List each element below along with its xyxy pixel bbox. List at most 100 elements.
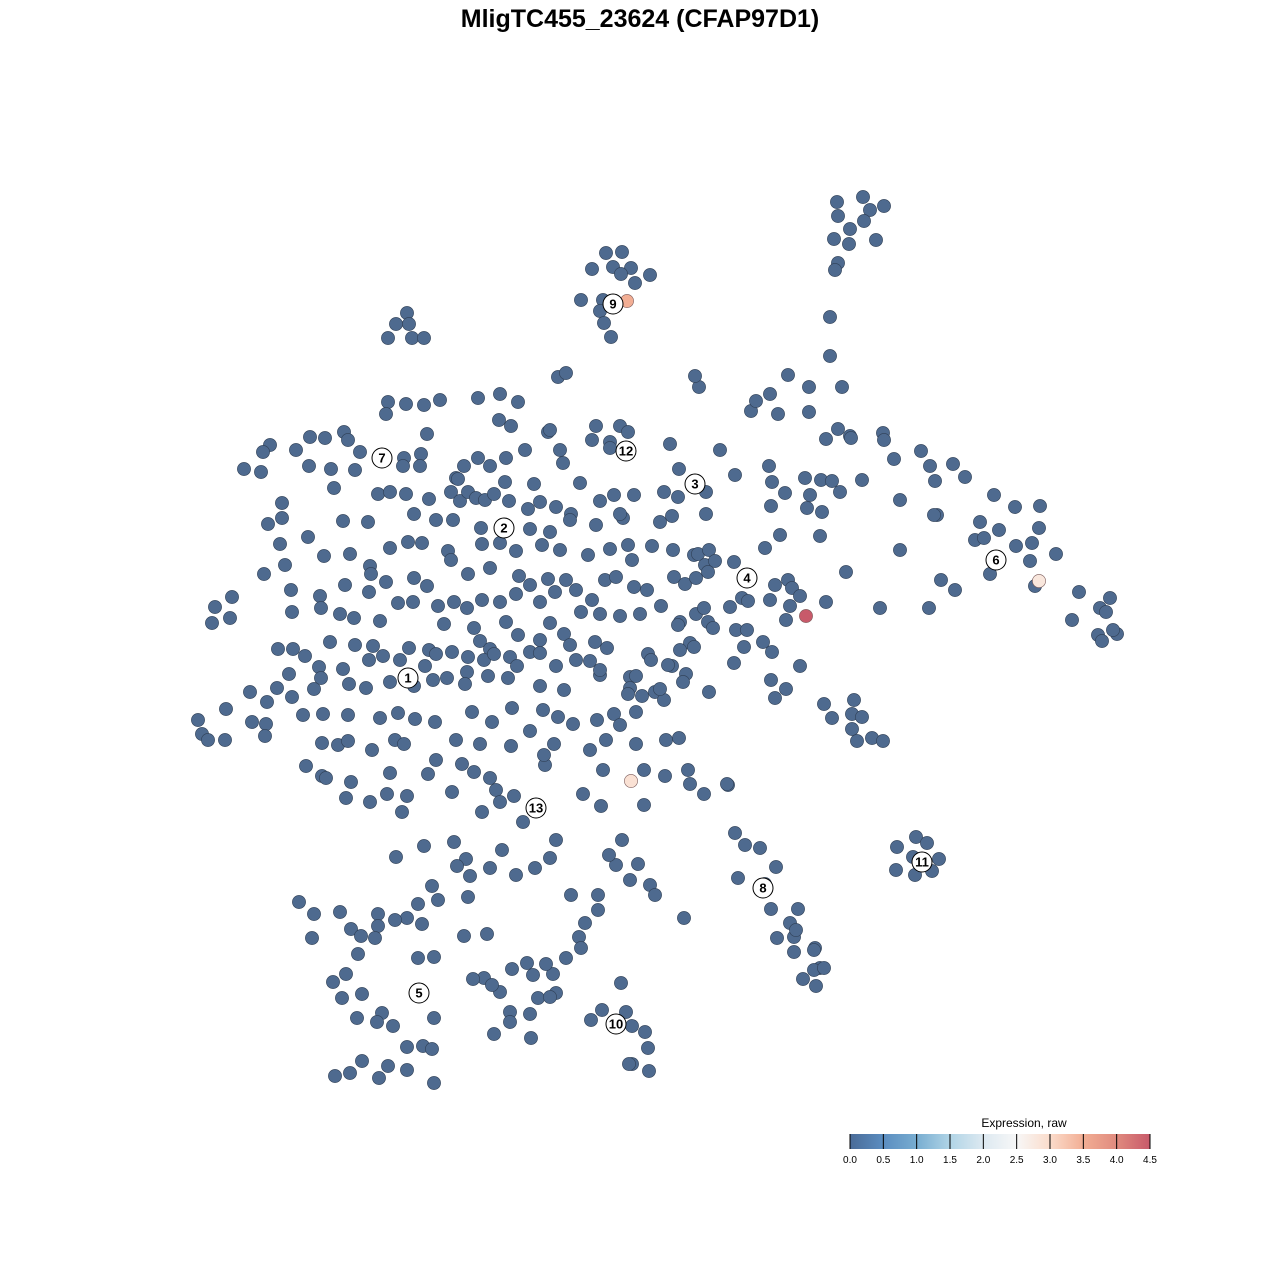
cell-point — [458, 677, 472, 691]
cluster-label-badge — [911, 851, 933, 873]
cell-point — [1025, 536, 1039, 550]
cluster-label-badge — [493, 517, 515, 539]
cell-point — [399, 397, 413, 411]
cell-point — [791, 902, 805, 916]
cell-point — [628, 276, 642, 290]
cell-point — [417, 839, 431, 853]
cell-point — [614, 976, 628, 990]
cell-point — [856, 190, 870, 204]
cell-point — [455, 757, 469, 771]
cell-point — [817, 697, 831, 711]
cell-point — [368, 931, 382, 945]
cell-point — [847, 693, 861, 707]
cell-point — [635, 689, 649, 703]
cell-point — [948, 583, 962, 597]
color-legend: Expression, raw 0.0 0.5 1.0 1.5 2.0 2.5 3.0 3.5… — [843, 1116, 1157, 1166]
cell-point — [614, 267, 628, 281]
cell-point — [839, 565, 853, 579]
cell-point — [383, 485, 397, 499]
cell-point — [629, 705, 643, 719]
cell-point — [890, 840, 904, 854]
cell-point — [401, 535, 415, 549]
cell-point — [278, 558, 292, 572]
cell-point — [371, 487, 385, 501]
cell-point — [333, 607, 347, 621]
cell-point — [417, 398, 431, 412]
cell-point — [457, 929, 471, 943]
cell-point — [498, 475, 512, 489]
cell-point — [465, 705, 479, 719]
cell-point — [683, 777, 697, 791]
cell-point — [342, 677, 356, 691]
cell-point — [793, 659, 807, 673]
cell-point — [314, 601, 328, 615]
cell-point — [483, 459, 497, 473]
cell-point — [615, 245, 629, 259]
cell-point — [316, 707, 330, 721]
cell-point — [275, 496, 289, 510]
cell-point — [324, 462, 338, 476]
cluster-label-text: 1 — [404, 671, 411, 686]
cell-point — [355, 987, 369, 1001]
cell-point — [546, 967, 560, 981]
cell-point — [573, 476, 587, 490]
cell-point — [521, 502, 535, 516]
cell-point — [502, 494, 516, 508]
cell-point — [855, 710, 869, 724]
cell-point — [749, 394, 763, 408]
cell-point — [1106, 623, 1120, 637]
cell-point — [447, 835, 461, 849]
cell-point — [701, 565, 715, 579]
cell-point — [563, 513, 577, 527]
cell-point — [642, 1064, 656, 1078]
cell-point — [768, 691, 782, 705]
cell-point — [365, 743, 379, 757]
cell-point — [260, 695, 274, 709]
cell-point — [615, 833, 629, 847]
cell-point — [205, 616, 219, 630]
cell-point — [407, 571, 421, 585]
cell-point — [318, 431, 332, 445]
cluster-label-badge — [397, 667, 419, 689]
cell-point — [803, 488, 817, 502]
cell-point — [285, 690, 299, 704]
cell-point — [1009, 539, 1023, 553]
cell-point — [336, 514, 350, 528]
points-layer — [191, 190, 1124, 1090]
cell-point — [629, 737, 643, 751]
cluster-label-badge — [684, 473, 706, 495]
cell-point — [510, 659, 524, 673]
cell-point — [923, 459, 937, 473]
cell-point — [855, 473, 869, 487]
cell-point — [593, 663, 607, 677]
cell-point — [313, 589, 327, 603]
cell-point — [613, 507, 627, 521]
cell-point — [557, 627, 571, 641]
cell-point — [493, 595, 507, 609]
cell-point — [473, 737, 487, 751]
colorbar-tick-label: 3.0 — [1043, 1155, 1057, 1166]
colorbar-tick-label: 4.5 — [1143, 1155, 1157, 1166]
cell-point — [431, 893, 445, 907]
cell-point — [602, 848, 616, 862]
cell-point — [831, 422, 845, 436]
cell-point — [307, 907, 321, 921]
cell-point — [453, 494, 467, 508]
cell-point — [511, 628, 525, 642]
cell-point — [728, 468, 742, 482]
cell-point — [531, 991, 545, 1005]
cluster-label-badge — [408, 982, 430, 1004]
cell-point — [625, 553, 639, 567]
cell-point — [402, 641, 416, 655]
cell-point — [499, 615, 513, 629]
cell-point — [447, 595, 461, 609]
cell-point — [638, 1025, 652, 1039]
cell-point — [511, 395, 525, 409]
cell-point — [585, 262, 599, 276]
cell-point — [731, 871, 745, 885]
cell-point — [282, 667, 296, 681]
cell-point — [549, 659, 563, 673]
cell-point — [319, 771, 333, 785]
cell-point — [702, 685, 716, 699]
